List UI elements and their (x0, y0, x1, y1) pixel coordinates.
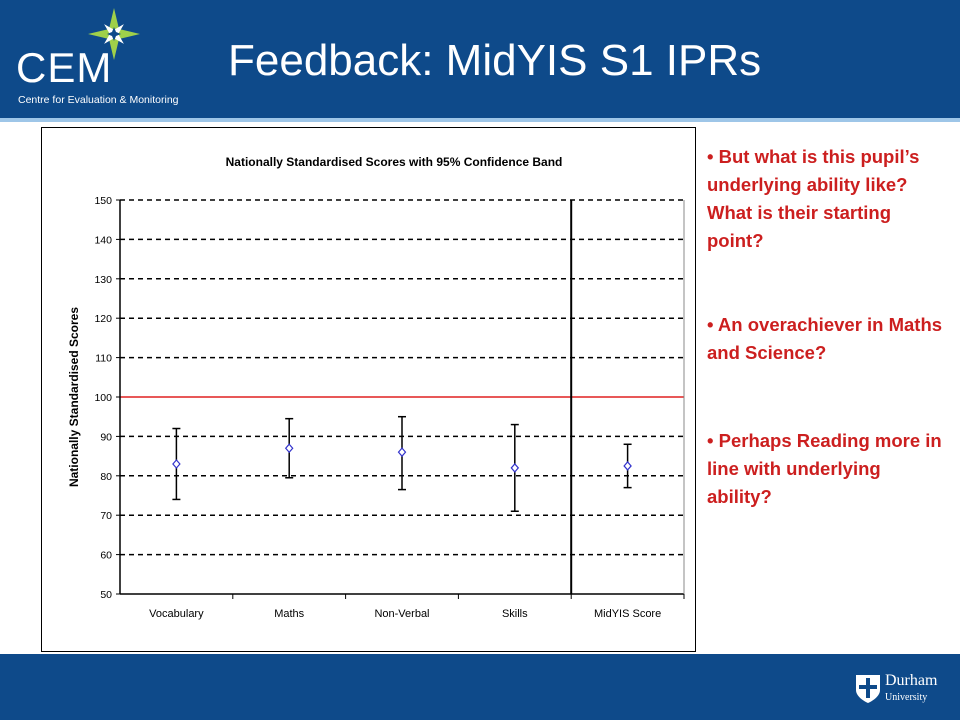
header-bar (0, 0, 960, 118)
chart-svg: Nationally Standardised Scores with 95% … (67, 155, 685, 620)
score-marker (510, 463, 520, 473)
bullet-overachiever: • An overachiever in Maths and Science? (707, 314, 943, 363)
y-tick-label: 60 (100, 550, 112, 562)
y-tick-label: 140 (94, 234, 112, 246)
x-tick-label: Maths (274, 608, 304, 620)
page-title: Feedback: MidYIS S1 IPRs (228, 36, 762, 85)
bullet-reading: • Perhaps Reading more in line with unde… (707, 430, 942, 507)
y-tick-label: 90 (100, 431, 112, 443)
logo-subtitle: Centre for Evaluation & Monitoring (18, 94, 179, 106)
footer-bar (0, 654, 960, 720)
y-tick-label: 150 (94, 195, 112, 207)
y-tick-label: 100 (94, 392, 112, 404)
y-tick-label: 120 (94, 313, 112, 325)
x-tick-label: Vocabulary (149, 608, 204, 620)
y-tick-label: 130 (94, 274, 112, 286)
score-marker (284, 443, 294, 454)
score-marker (172, 459, 181, 469)
y-tick-label: 80 (100, 471, 112, 483)
y-axis-label: Nationally Standardised Scores (67, 307, 81, 487)
chart-title: Nationally Standardised Scores with 95% … (226, 155, 563, 169)
logo-wordmark: CEM (16, 44, 113, 91)
university-sub: University (885, 692, 928, 703)
score-marker (623, 461, 632, 471)
score-marker (397, 447, 407, 458)
bullet-starting-point: • But what is this pupil’s underlying ab… (707, 146, 920, 251)
y-tick-label: 70 (100, 510, 112, 522)
university-name: Durham (885, 672, 938, 689)
star-icon (88, 8, 140, 60)
shield-icon (856, 675, 880, 703)
x-tick-label: Skills (502, 608, 528, 620)
cem-logo: CEM Centre for Evaluation & Monitoring (6, 4, 221, 114)
x-tick-label: MidYIS Score (594, 608, 661, 620)
y-tick-label: 110 (95, 353, 112, 365)
chart-frame: Nationally Standardised Scores with 95% … (41, 127, 696, 652)
header-divider (0, 118, 960, 122)
y-tick-label: 50 (100, 589, 112, 601)
x-tick-label: Non-Verbal (374, 608, 429, 620)
durham-logo: Durham University (855, 670, 955, 710)
